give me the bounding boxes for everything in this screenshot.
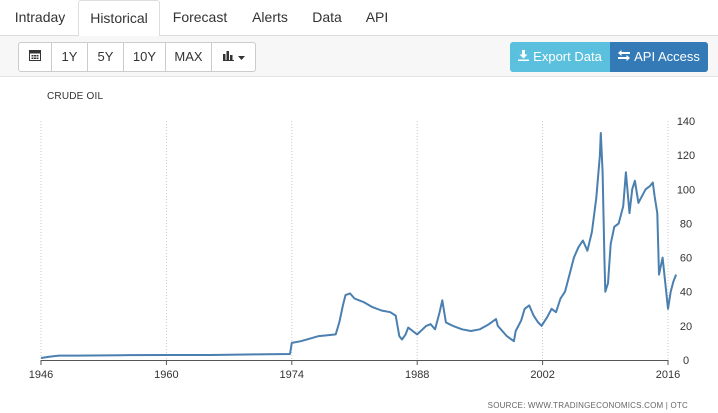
action-buttons: Export Data API Access bbox=[510, 42, 708, 72]
y-tick-label: 40 bbox=[680, 287, 692, 299]
tab-api[interactable]: API bbox=[365, 9, 389, 25]
crude-oil-chart: CRUDE OIL 1946 1960 1974 1988 2002 2016 0 20 40 6… bbox=[0, 78, 718, 413]
export-data-label: Export Data bbox=[533, 49, 602, 64]
y-tick-label: 140 bbox=[677, 116, 695, 128]
chart-type-dropdown[interactable] bbox=[212, 42, 256, 72]
tab-forecast[interactable]: Forecast bbox=[172, 9, 228, 25]
api-access-button[interactable]: API Access bbox=[610, 42, 708, 72]
series-line-crude-oil bbox=[40, 132, 678, 359]
chart-toolbar: 1Y 5Y 10Y MAX Export Data API Access bbox=[0, 36, 718, 77]
exchange-icon bbox=[618, 42, 631, 72]
range-5y-button[interactable]: 5Y bbox=[88, 42, 124, 72]
api-access-label: API Access bbox=[634, 49, 700, 64]
y-tick-label: 60 bbox=[680, 253, 692, 265]
tab-historical[interactable]: Historical bbox=[78, 0, 160, 37]
tab-intraday[interactable]: Intraday bbox=[14, 9, 66, 25]
source-credit: SOURCE: WWW.TRADINGECONOMICS.COM | OTC bbox=[487, 401, 688, 410]
x-tick-label: 1974 bbox=[280, 369, 304, 381]
x-tick-label: 1988 bbox=[405, 369, 429, 381]
y-tick-label: 100 bbox=[677, 184, 695, 196]
calendar-button[interactable] bbox=[18, 42, 52, 72]
calendar-icon bbox=[29, 43, 41, 71]
range-max-button[interactable]: MAX bbox=[166, 42, 212, 72]
tab-bar: Intraday Historical Forecast Alerts Data… bbox=[0, 0, 718, 37]
range-10y-button[interactable]: 10Y bbox=[124, 42, 166, 72]
y-tick-label: 20 bbox=[680, 321, 692, 333]
chart-title: CRUDE OIL bbox=[47, 91, 104, 102]
download-icon bbox=[518, 42, 530, 72]
caret-down-icon bbox=[237, 43, 245, 71]
y-tick-label: 120 bbox=[677, 150, 695, 162]
y-tick-label: 0 bbox=[683, 355, 689, 367]
tab-alerts[interactable]: Alerts bbox=[252, 9, 288, 25]
range-button-group: 1Y 5Y 10Y MAX bbox=[18, 42, 256, 72]
x-tick-label: 2002 bbox=[530, 369, 554, 381]
range-1y-button[interactable]: 1Y bbox=[52, 42, 88, 72]
x-tick-label: 2016 bbox=[656, 369, 680, 381]
bar-chart-icon bbox=[222, 43, 235, 71]
y-tick-label: 80 bbox=[680, 218, 692, 230]
x-tick-label: 1960 bbox=[154, 369, 178, 381]
tab-data[interactable]: Data bbox=[312, 9, 342, 25]
x-tick-label: 1946 bbox=[29, 369, 53, 381]
export-data-button[interactable]: Export Data bbox=[510, 42, 610, 72]
